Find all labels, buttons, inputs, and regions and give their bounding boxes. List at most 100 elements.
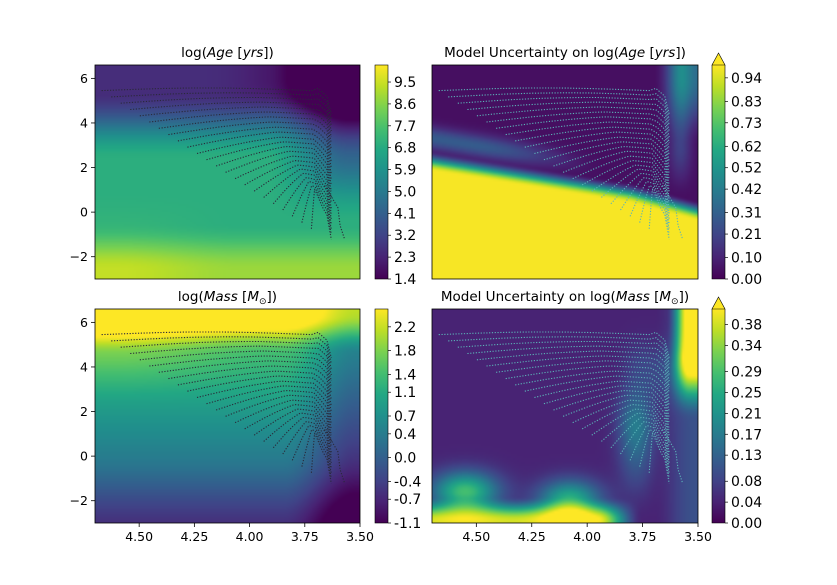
evolution-track — [244, 404, 332, 447]
panel-mass_unc: 4.50 4.25 4.00 3.75 3.50 Model Uncertainty on… — [431, 289, 762, 544]
colorbar-tick-label: -1.1 — [394, 516, 421, 532]
panel-title: log(Age [yrs]) — [181, 45, 274, 61]
y-tick-label: 2 — [80, 404, 88, 419]
evolution-track — [111, 336, 332, 364]
evolution-track — [149, 111, 332, 144]
colorbar-tick-label: 0.21 — [731, 227, 762, 243]
evolution-track — [139, 106, 332, 138]
evolution-track — [234, 399, 332, 442]
y-tick-label: −2 — [70, 249, 88, 264]
evolution-track — [543, 141, 670, 180]
evolution-track — [467, 345, 670, 376]
colorbar-tick-label: 0.00 — [731, 516, 762, 532]
x-tick-label: 4.50 — [462, 529, 490, 544]
evolution-track — [591, 164, 670, 209]
evolution-track — [324, 185, 346, 240]
y-tick-label: 4 — [80, 359, 88, 374]
evolution-track — [515, 126, 670, 162]
evolution-track — [610, 416, 670, 463]
colorbar-tick-label: 0.0 — [394, 451, 416, 467]
evolution-track — [291, 425, 332, 474]
evolution-track — [562, 150, 670, 192]
evolution-track — [457, 340, 670, 370]
evolution-track — [196, 380, 332, 418]
colorbar-tick-label: 1.1 — [394, 385, 416, 401]
colorbar-tick-label: 0.38 — [731, 318, 762, 334]
panel-age_unc: Model Uncertainty on log(Age [yrs]) 0.00 0… — [431, 45, 762, 288]
colorbar-tick-label: 0.52 — [731, 161, 762, 177]
evolution-track — [524, 375, 670, 412]
heatmap-image — [95, 309, 360, 523]
colorbar-tick-label: 5.0 — [394, 184, 416, 200]
colorbar-tick-label: 0.7 — [394, 409, 416, 425]
colorbar — [712, 65, 725, 279]
evolution-track — [130, 101, 332, 132]
y-tick-label: 6 — [80, 315, 88, 330]
evolution-track — [581, 404, 670, 447]
track-group — [438, 87, 684, 240]
axes-frame — [431, 308, 699, 524]
y-tick-label: 0 — [80, 205, 88, 220]
evolution-track — [534, 380, 670, 418]
evolution-track — [639, 428, 670, 479]
colorbar-tick-label: -0.4 — [394, 474, 421, 490]
evolution-track — [572, 399, 670, 442]
evolution-track — [168, 365, 332, 400]
evolution-track — [272, 416, 332, 463]
axes-frame — [94, 308, 361, 524]
evolution-track — [448, 336, 670, 364]
evolution-track — [215, 390, 332, 430]
colorbar-tick-label: 1.4 — [394, 272, 416, 288]
evolution-track — [467, 101, 670, 132]
evolution-track — [662, 185, 684, 240]
evolution-track — [263, 412, 332, 458]
evolution-track — [553, 146, 670, 186]
colorbar-tick-label: 2.3 — [394, 250, 416, 266]
evolution-track — [215, 146, 332, 186]
axes-frame — [94, 64, 361, 280]
evolution-track — [120, 340, 332, 370]
evolution-track — [562, 394, 670, 436]
colorbar-tick-label: 0.00 — [731, 272, 762, 288]
panel-mass: −2 0 2 4 6 4.50 4.25 4.00 3.75 3.50 log(Mass [M⊙])… — [70, 289, 422, 544]
evolution-track — [629, 181, 670, 230]
evolution-track — [505, 121, 670, 156]
x-tick-label: 4.25 — [518, 529, 546, 544]
colorbar — [375, 309, 388, 523]
colorbar-tick-label: 0.17 — [731, 427, 762, 443]
evolution-track — [591, 408, 670, 453]
colorbar-tick-label: 0.94 — [731, 71, 762, 87]
evolution-track — [206, 141, 332, 180]
evolution-track — [225, 150, 332, 192]
y-tick-label: 2 — [80, 160, 88, 175]
colorbar-tick-label: 3.2 — [394, 228, 416, 244]
colorbar-tick-label: 0.42 — [731, 182, 762, 198]
colorbar-tick-label: 0.25 — [731, 386, 762, 402]
colorbar-tick-label: 0.62 — [731, 139, 762, 155]
colorbar-extend-arrow — [711, 296, 726, 310]
evolution-track — [629, 425, 670, 474]
evolution-track — [139, 350, 332, 382]
evolution-track — [149, 355, 332, 388]
track-group — [101, 87, 346, 240]
evolution-track — [543, 385, 670, 424]
colorbar-tick-label: 0.31 — [731, 206, 762, 222]
evolution-track — [324, 429, 346, 484]
panel-title: Model Uncertainty on log(Age [yrs]) — [444, 45, 686, 61]
evolution-track — [581, 160, 670, 203]
track-group — [438, 331, 684, 484]
evolution-track — [272, 172, 332, 219]
colorbar-frame — [374, 64, 389, 280]
evolution-track — [534, 136, 670, 174]
colorbar-tick-label: 8.6 — [394, 97, 416, 113]
evolution-track — [610, 172, 670, 219]
colorbar-tick-label: 0.08 — [731, 474, 762, 490]
panel-age: −2 0 2 4 6 log(Age [yrs]) 1.4 2.3 3.2 4.1 5.0 5.9 6.… — [70, 45, 417, 288]
x-tick-label: 3.75 — [291, 529, 319, 544]
evolution-track — [206, 385, 332, 424]
x-tick-label: 4.50 — [125, 529, 153, 544]
colorbar-tick-label: 6.8 — [394, 141, 416, 157]
colorbar-tick-label: 2.2 — [394, 320, 416, 336]
heatmap-image — [95, 65, 360, 279]
